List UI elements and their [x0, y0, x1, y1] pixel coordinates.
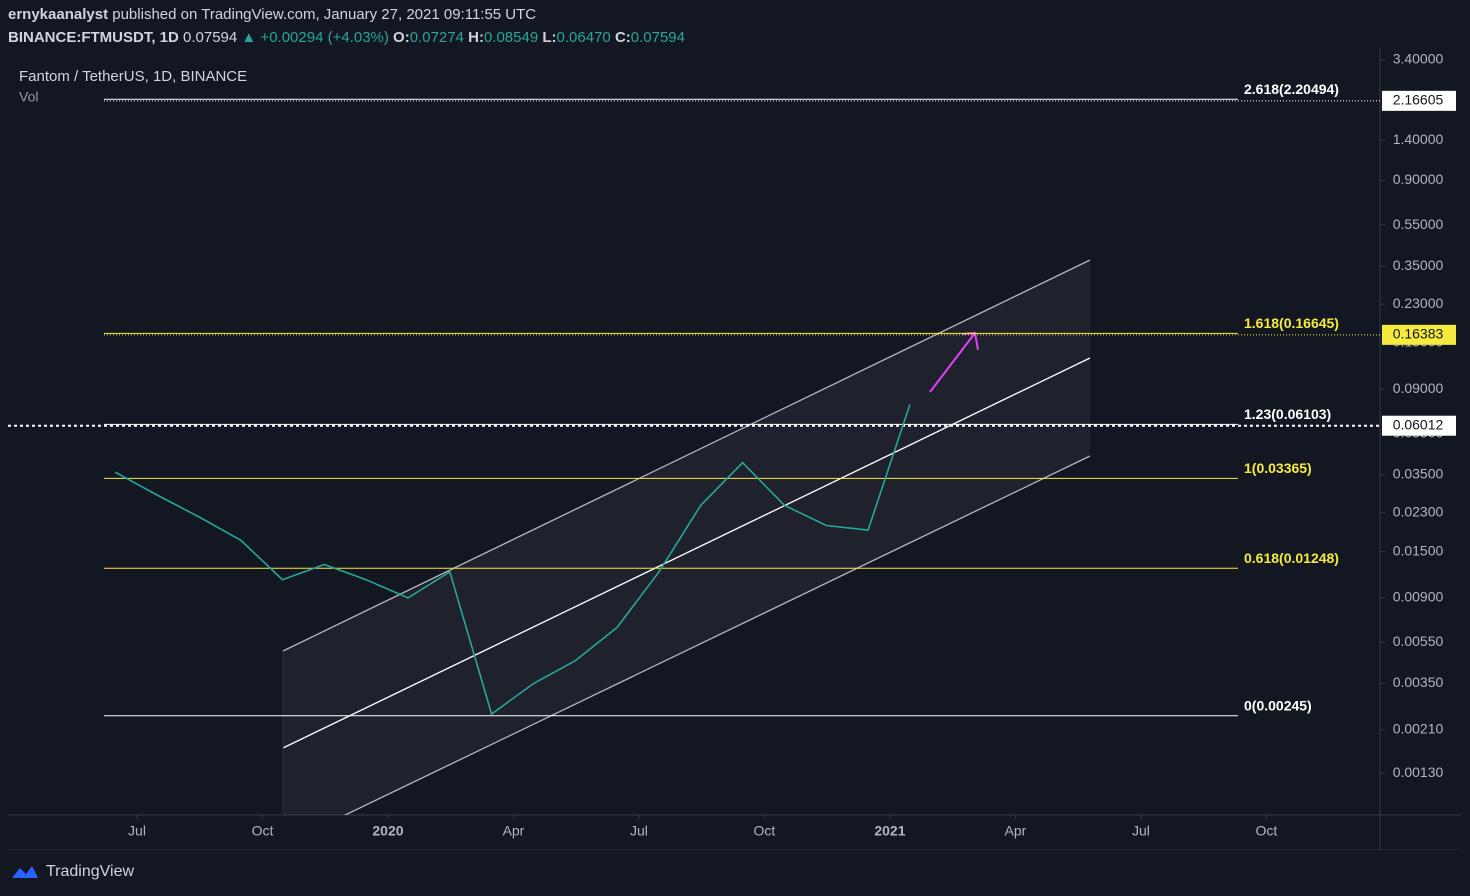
- y-tick-label: 0.23000: [1393, 295, 1444, 311]
- channel-fill: [283, 260, 1090, 815]
- x-tick-label: Apr: [1005, 823, 1027, 839]
- chart-bg: [8, 48, 1461, 850]
- ohlc-value: 0.08549: [483, 29, 539, 46]
- ohlc-value: 0.07594: [630, 29, 685, 46]
- x-tick-label: Jul: [1132, 823, 1150, 839]
- symbol: BINANCE:FTMUSDT, 1D: [8, 29, 179, 46]
- x-tick-label: Jul: [128, 823, 146, 839]
- author: ernykaanalyst: [8, 6, 109, 23]
- x-tick-label: Oct: [252, 823, 274, 839]
- chart-title: Fantom / TetherUS, 1D, BINANCE: [19, 68, 247, 85]
- y-tick-label: 3.40000: [1393, 51, 1444, 67]
- chart: Fantom / TetherUS, 1D, BINANCE Vol 3.400…: [8, 48, 1461, 850]
- ohlc-key: O:: [393, 29, 410, 46]
- y-tick-label: 0.01500: [1393, 542, 1444, 558]
- y-tick-label: 0.55000: [1393, 216, 1444, 232]
- fib-label: 0(0.00245): [1244, 697, 1312, 713]
- y-tick-label: 0.35000: [1393, 257, 1444, 273]
- ohlc-value: 0.06470: [556, 29, 611, 46]
- volume-label: Vol: [19, 89, 38, 105]
- y-tick-label: 0.00210: [1393, 720, 1444, 736]
- change: ▲ +0.00294 (+4.03%): [241, 29, 389, 46]
- ohlc-key: C:: [614, 29, 631, 46]
- price-label: 0.16383: [1393, 326, 1444, 342]
- y-tick-label: 0.00130: [1393, 764, 1444, 780]
- y-tick-label: 0.00350: [1393, 674, 1444, 690]
- price-label: 2.16605: [1393, 92, 1444, 108]
- y-tick-label: 0.00900: [1393, 589, 1444, 605]
- x-tick-label: Oct: [1256, 823, 1278, 839]
- fib-label: 1.618(0.16645): [1244, 315, 1339, 331]
- price-label: 0.06012: [1393, 416, 1444, 432]
- logo: [12, 866, 38, 878]
- symbol-line: BINANCE:FTMUSDT, 1D 0.07594 ▲ +0.00294 (…: [8, 29, 685, 46]
- footer: TradingView: [10, 862, 134, 882]
- ohlc-key: L:: [542, 29, 557, 46]
- fib-label: 0.618(0.01248): [1244, 550, 1339, 566]
- y-tick-label: 0.09000: [1393, 380, 1444, 396]
- channel-middle: [282, 357, 1091, 749]
- x-tick-label: 2021: [874, 823, 905, 839]
- y-tick-label: 1.40000: [1393, 131, 1444, 147]
- x-tick-label: Oct: [754, 823, 776, 839]
- price-label-bg: [1382, 415, 1456, 436]
- channel: [282, 259, 1091, 815]
- channel-upper: [282, 259, 1091, 652]
- y-tick-label: 0.02300: [1393, 504, 1444, 520]
- fib-label: 2.618(2.20494): [1244, 81, 1339, 97]
- fib-label: 1.23(0.06103): [1244, 406, 1331, 422]
- price-line-series: [114, 404, 911, 716]
- channel-lower: [343, 455, 1091, 815]
- price-label-bg: [1382, 324, 1456, 345]
- ohlc-value: 0.07274: [409, 29, 464, 46]
- publish-line: ernykaanalyst published on TradingView.c…: [8, 6, 536, 23]
- y-tick-label: 0.03500: [1393, 465, 1444, 481]
- y-tick-label: 0.90000: [1393, 171, 1444, 187]
- x-tick-label: Jul: [630, 823, 648, 839]
- last-price: 0.07594: [183, 29, 238, 46]
- arrow-shaft: [929, 332, 976, 393]
- ohlc-key: H:: [468, 29, 484, 46]
- price-label-bg: [1382, 90, 1456, 111]
- x-tick-label: 2020: [372, 823, 403, 839]
- published: published on TradingView.com, January 27…: [112, 6, 537, 23]
- fib-label: 1(0.03365): [1244, 460, 1312, 476]
- y-tick-label: 0.00550: [1393, 633, 1444, 649]
- brand: TradingView: [46, 863, 135, 880]
- x-tick-label: Apr: [503, 823, 525, 839]
